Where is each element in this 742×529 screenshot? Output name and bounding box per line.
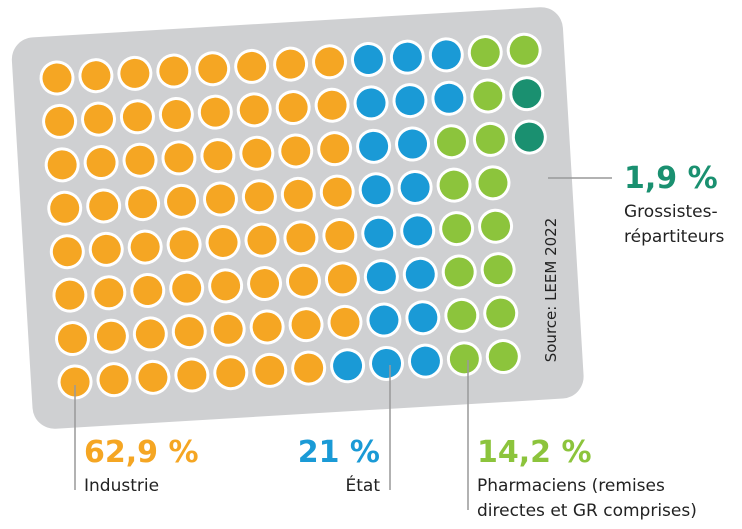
legend-label: Pharmaciens (remises directes et GR comp… [477,474,727,524]
value-label: 1,9 % [624,162,718,196]
value-label: 21 % [298,436,380,470]
source: Source: LEEM 2022 [542,218,560,363]
value-label: 14,2 % [477,436,592,470]
value-label: 62,9 % [84,436,199,470]
legend-label: Industrie [84,474,159,499]
legend-label: État [346,474,381,499]
legend-label: Grossistes-répartiteurs [624,200,734,250]
blister-pack [11,6,585,430]
page: {"chart_data": {"type": "waffle", "sourc… [0,0,742,529]
